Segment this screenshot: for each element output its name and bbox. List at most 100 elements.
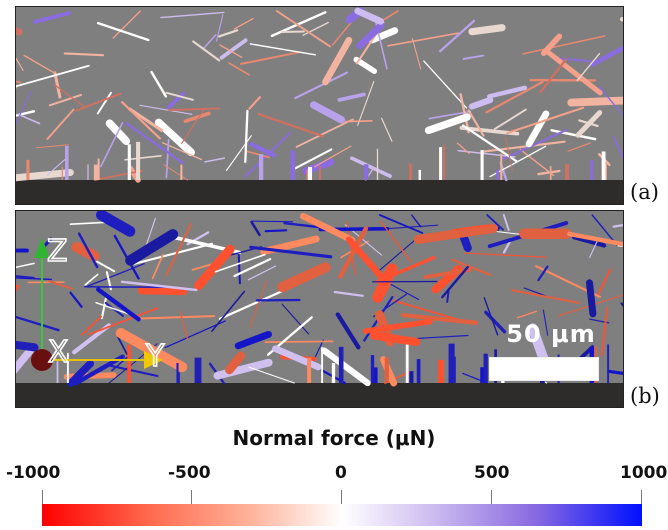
- fiber: [84, 286, 167, 289]
- colorbar-title: Normal force (μN): [232, 426, 436, 450]
- panel-b-label: (b): [630, 384, 660, 408]
- fiber: [607, 369, 623, 375]
- fiber: [193, 244, 235, 291]
- fiber: [356, 21, 385, 50]
- fiber: [379, 220, 413, 263]
- fiber: [125, 229, 179, 266]
- fiber: [240, 51, 301, 65]
- fiber: [247, 265, 277, 281]
- fiber: [598, 85, 623, 116]
- fiber: [16, 262, 35, 269]
- fiber: [456, 142, 470, 155]
- fiber: [124, 155, 162, 161]
- fiber: [411, 214, 422, 228]
- fiber: [32, 11, 72, 24]
- fiber: [16, 346, 34, 374]
- fiber: [489, 145, 547, 178]
- fiber: [111, 355, 130, 372]
- fiber: [293, 148, 333, 170]
- fiber: [413, 223, 499, 244]
- fiber: [468, 96, 494, 110]
- fiber: [67, 359, 95, 387]
- fiber: [337, 92, 366, 102]
- fiber: [302, 21, 329, 36]
- fiber: [233, 17, 254, 30]
- fiber: [506, 106, 585, 135]
- fiber: [38, 237, 53, 253]
- fiber: [424, 113, 471, 135]
- fiber: [17, 113, 41, 125]
- fiber: [202, 33, 217, 50]
- fiber: [181, 109, 204, 144]
- fiber: [16, 169, 74, 182]
- fiber: [390, 283, 420, 301]
- substrate: [16, 383, 623, 407]
- fiber: [459, 231, 472, 252]
- fiber: [120, 280, 198, 292]
- fiber: [163, 164, 188, 181]
- colorbar-tick-label: 1000: [620, 463, 668, 483]
- fiber: [219, 38, 248, 60]
- fiber: [116, 335, 128, 355]
- fiber: [537, 265, 549, 282]
- fiber: [335, 312, 361, 350]
- fiber: [48, 93, 82, 107]
- fiber: [502, 214, 510, 231]
- fiber: [225, 135, 252, 171]
- fiber: [69, 291, 83, 308]
- fiber: [162, 142, 203, 161]
- colorbar-tick: [341, 490, 342, 504]
- panel-a-label: (a): [630, 180, 659, 204]
- fiber: [16, 315, 60, 332]
- fiber: [16, 340, 39, 352]
- fiber: [310, 101, 346, 124]
- fiber: [378, 214, 424, 234]
- fiber: [16, 275, 35, 279]
- fiber: [600, 306, 609, 357]
- fiber: [462, 54, 485, 60]
- fiber: [164, 320, 226, 349]
- fiber: [16, 110, 36, 117]
- fiber: [333, 290, 364, 297]
- fiber: [321, 347, 371, 387]
- fiber: [589, 45, 623, 68]
- fiber: [567, 231, 623, 247]
- fiber: [519, 148, 555, 177]
- fiber: [375, 237, 418, 274]
- fiber: [486, 214, 505, 231]
- colorbar-tick-label: 0: [335, 463, 347, 483]
- fiber: [314, 145, 352, 168]
- fiber: [467, 109, 485, 137]
- fiber: [459, 93, 470, 134]
- fiber-network-a: [16, 7, 623, 204]
- fiber: [468, 24, 506, 36]
- colorbar-tick: [191, 490, 192, 504]
- fiber: [480, 140, 566, 153]
- fiber: [250, 220, 261, 237]
- fiber: [295, 118, 354, 148]
- fiber: [589, 238, 599, 259]
- fiber: [179, 310, 189, 340]
- fiber: [218, 29, 239, 38]
- fiber: [85, 263, 145, 288]
- fiber: [527, 323, 549, 364]
- fiber: [576, 53, 601, 82]
- fiber: [73, 354, 125, 386]
- fiber: [571, 234, 607, 248]
- panel-a-fiber-network: [15, 6, 624, 205]
- fiber: [183, 111, 211, 123]
- fiber: [105, 363, 159, 378]
- fiber: [215, 14, 224, 42]
- fiber: [505, 137, 513, 172]
- fiber: [542, 309, 549, 336]
- fiber: [516, 310, 538, 319]
- fiber: [16, 90, 32, 126]
- fiber: [150, 70, 168, 98]
- fiber: [461, 124, 518, 163]
- fiber: [16, 27, 23, 36]
- fiber: [331, 20, 354, 46]
- fiber: [192, 40, 221, 62]
- fiber: [400, 312, 479, 325]
- fiber: [387, 32, 459, 47]
- fiber: [93, 169, 143, 181]
